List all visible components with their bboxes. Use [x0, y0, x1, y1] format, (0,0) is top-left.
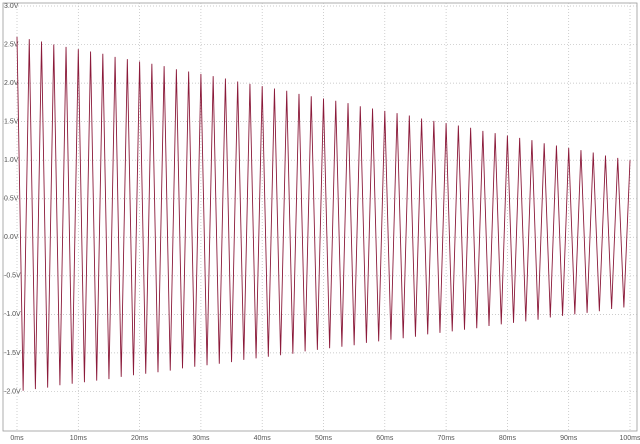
y-tick-label: 0.0V: [4, 234, 19, 241]
x-tick-label: 50ms: [315, 435, 333, 442]
x-tick-label: 100ms: [619, 435, 640, 442]
y-tick-label: 1.5V: [4, 118, 19, 125]
x-tick-label: 70ms: [438, 435, 456, 442]
y-tick-label: -0.5V: [4, 273, 21, 280]
y-tick-label: 2.0V: [4, 80, 19, 87]
y-tick-label: -1.5V: [4, 350, 21, 357]
x-tick-label: 20ms: [131, 435, 149, 442]
plot-frame: [2, 2, 638, 432]
x-tick-label: 80ms: [499, 435, 517, 442]
y-tick-label: -2.0V: [4, 388, 21, 395]
x-tick-label: 90ms: [560, 435, 578, 442]
y-tick-label: -1.0V: [4, 311, 21, 318]
x-tick-label: 10ms: [70, 435, 88, 442]
y-tick-label: 2.5V: [4, 41, 19, 48]
y-tick-label: 1.0V: [4, 157, 19, 164]
x-tick-label: 0ms: [10, 435, 24, 442]
x-tick-label: 40ms: [254, 435, 272, 442]
x-tick-label: 30ms: [192, 435, 210, 442]
y-tick-label: 0.5V: [4, 196, 19, 203]
series-line: [16, 36, 631, 391]
x-tick-label: 60ms: [376, 435, 394, 442]
y-tick-label: 3.0V: [4, 3, 19, 10]
